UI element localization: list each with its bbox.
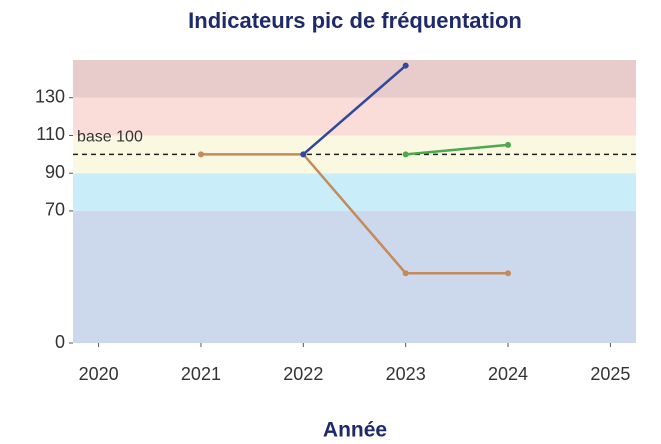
y-tick-label: 110 — [36, 124, 65, 144]
series-line — [200, 153, 509, 275]
reference-label: base 100 — [77, 129, 143, 146]
series-point — [197, 151, 204, 158]
series-line — [405, 143, 509, 156]
x-tick-label: 2022 — [283, 364, 323, 384]
y-tick-label: 70 — [45, 200, 65, 220]
y-tick-label: 0 — [55, 332, 65, 352]
series-point — [402, 151, 409, 158]
background-band — [73, 97, 636, 136]
x-tick-label: 2025 — [590, 364, 630, 384]
x-axis-label: Année — [323, 419, 387, 442]
background-band — [73, 60, 636, 98]
chart-title: Indicateurs pic de fréquentation — [188, 8, 522, 33]
series-point — [505, 270, 512, 277]
x-tick-label: 2023 — [386, 364, 426, 384]
series-point — [402, 270, 409, 277]
series-point — [505, 141, 512, 148]
y-tick-label: 130 — [35, 86, 65, 106]
x-tick-label: 2021 — [181, 364, 221, 384]
series-point — [402, 62, 409, 69]
background-band — [73, 173, 636, 211]
series-line — [302, 64, 407, 156]
series-point — [300, 151, 307, 158]
y-tick-label: 90 — [45, 162, 65, 182]
x-tick-label: 2024 — [488, 364, 528, 384]
background-band — [73, 210, 636, 343]
x-tick-label: 2020 — [79, 364, 119, 384]
